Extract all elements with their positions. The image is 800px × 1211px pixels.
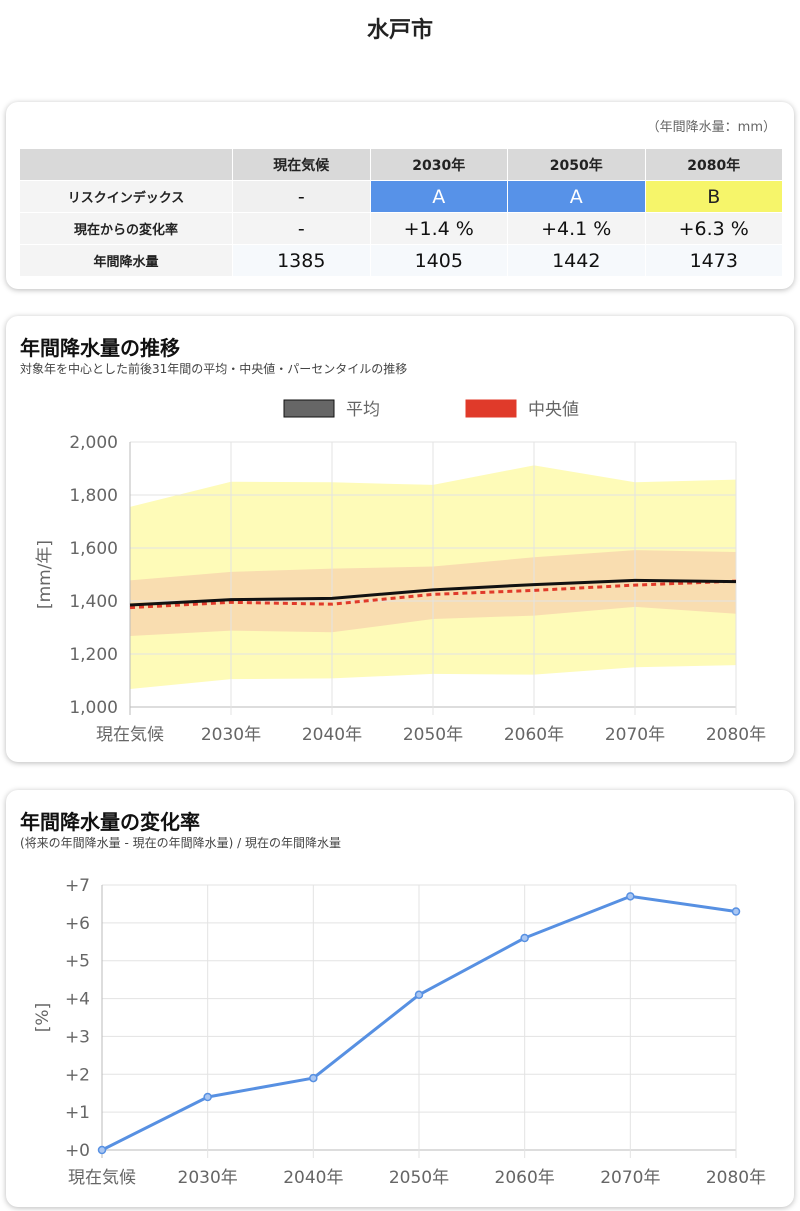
y-tick-label: 1,800 — [69, 486, 118, 506]
change-2080: +6.3 % — [644, 212, 783, 245]
chart1-subtitle: 対象年を中心とした前後31年間の平均・中央値・パーセンタイルの推移 — [20, 362, 408, 376]
risk-index-row: リスクインデックス - A A B — [19, 180, 783, 213]
x-tick-label: 2070年 — [600, 1168, 660, 1188]
y-tick-label: 1,000 — [69, 698, 118, 718]
data-point — [520, 933, 529, 943]
header-cell-empty — [19, 148, 233, 181]
x-tick-label: 2050年 — [403, 725, 463, 745]
unit-note: （年間降水量：mm） — [646, 120, 776, 135]
x-tick-label: 2060年 — [495, 1168, 555, 1188]
series-line-1 — [129, 579, 737, 610]
page-title: 水戸市 — [366, 18, 433, 43]
change-rate-chart: +0 +1 +2 +3 +4 +5 +6 +7 現在気候 2030年 2040年 2050年 2060年… — [33, 876, 766, 1188]
risk-2050: A — [507, 180, 646, 213]
legend-label-0: 平均 — [346, 400, 380, 420]
risk-2030: A — [369, 180, 508, 213]
data-point — [97, 1145, 107, 1155]
x-tick-label: 2030年 — [201, 725, 261, 745]
y-axis-title: [%] — [33, 1003, 53, 1032]
change-2030: +1.4 % — [369, 212, 508, 245]
precip-2050: 1442 — [507, 244, 646, 277]
x-tick-label: 2040年 — [302, 725, 362, 745]
y-tick-label: +2 — [65, 1065, 90, 1085]
chart1-title: 年間降水量の推移 — [20, 336, 180, 360]
y-tick-label: +0 — [65, 1141, 90, 1161]
risk-current: - — [232, 180, 371, 213]
row-label-risk-index: リスクインデックス — [19, 180, 233, 213]
y-tick-label: +7 — [65, 876, 90, 896]
data-point — [731, 907, 741, 916]
y-tick-label: 1,600 — [69, 539, 118, 559]
header-cell-2030: 2030年 — [369, 148, 508, 181]
y-tick-label: 1,400 — [69, 592, 118, 612]
y-tick-label: 2,000 — [69, 433, 118, 453]
change-rate-card: +0 +1 +2 +3 +4 +5 +6 +7 現在気候 2030年 2040年 2050年 2060年… — [6, 790, 794, 1207]
y-tick-label: +1 — [65, 1103, 90, 1123]
summary-card: （年間降水量：mm） 現在気候 2030年 2050年 2080年 リスクインデ… — [6, 102, 794, 289]
precipitation-row: 年間降水量 1385 1405 1442 1473 — [19, 244, 783, 277]
data-point — [203, 1092, 212, 1102]
x-tick-label: 現在気候 — [96, 725, 164, 745]
risk-2080: B — [644, 180, 783, 213]
precip-current: 1385 — [232, 244, 371, 277]
x-tick-label: 2050年 — [389, 1168, 449, 1188]
legend-label-1: 中央値 — [528, 400, 579, 420]
data-point — [414, 990, 424, 1000]
precip-2080: 1473 — [644, 244, 783, 277]
x-tick-label: 2030年 — [178, 1168, 238, 1188]
x-tick-label: 2060年 — [504, 725, 564, 745]
y-tick-label: +3 — [65, 1027, 90, 1047]
y-tick-label: 1,200 — [69, 645, 118, 665]
precipitation-trend-card: 1,000 1,200 1,400 1,600 1,800 2,000 現在気候 2030年 2… — [6, 316, 794, 762]
summary-table: 現在気候 2030年 2050年 2080年 リスクインデックス - A A B… — [19, 148, 783, 277]
x-tick-label: 2080年 — [706, 1168, 766, 1188]
x-tick-label: 現在気候 — [68, 1168, 136, 1188]
header-cell-2050: 2050年 — [507, 148, 646, 181]
change-2050: +4.1 % — [507, 212, 646, 245]
chart2-subtitle: (将来の年間降水量 - 現在の年間降水量) / 現在の年間降水量 — [20, 836, 341, 850]
x-tick-label: 2070年 — [605, 725, 665, 745]
y-axis-title: [mm/年] — [35, 540, 55, 609]
header-cell-2080: 2080年 — [644, 148, 783, 181]
row-label-change-rate: 現在からの変化率 — [19, 212, 233, 245]
legend-swatch-1 — [465, 399, 517, 418]
data-point — [626, 892, 635, 901]
y-tick-label: +6 — [65, 914, 90, 934]
x-tick-label: 2040年 — [283, 1168, 343, 1188]
x-tick-label: 2080年 — [706, 725, 766, 745]
header-row: 現在気候 2030年 2050年 2080年 — [19, 148, 783, 181]
y-tick-label: +4 — [65, 990, 90, 1010]
legend-swatch-0 — [283, 399, 335, 418]
data-point — [309, 1073, 318, 1083]
precipitation-trend-chart: 1,000 1,200 1,400 1,600 1,800 2,000 現在気候 2030年 2… — [35, 399, 766, 745]
change-rate-row: 現在からの変化率 - +1.4 % +4.1 % +6.3 % — [19, 212, 783, 245]
row-label-precipitation: 年間降水量 — [19, 244, 233, 277]
header-cell-current: 現在気候 — [232, 148, 371, 181]
series-line-0 — [129, 578, 737, 607]
y-tick-label: +5 — [65, 952, 90, 972]
precip-2030: 1405 — [369, 244, 508, 277]
chart2-title: 年間降水量の変化率 — [20, 810, 200, 834]
change-current: - — [232, 212, 371, 245]
